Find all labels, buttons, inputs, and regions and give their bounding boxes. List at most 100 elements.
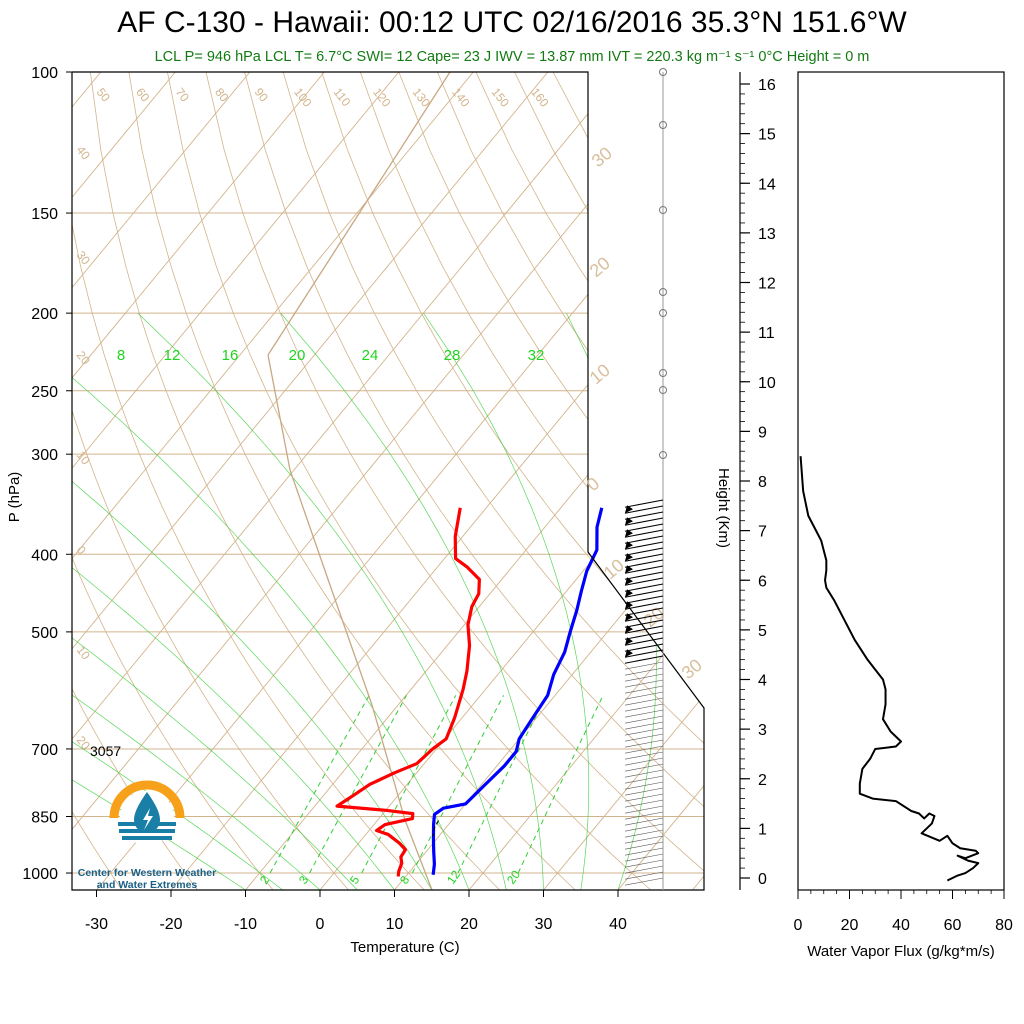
isotherm-line [72, 72, 623, 890]
height-tick-label: 2 [758, 772, 767, 789]
wind-barb [624, 859, 664, 868]
height-value-label: 3057 [90, 743, 121, 759]
wind-barb [624, 775, 664, 784]
calm-wind-circle [659, 369, 667, 377]
isotherm-line [72, 72, 325, 890]
moist-adiabat-line [72, 312, 395, 890]
wind-barb [624, 631, 664, 640]
wind-barb [624, 541, 664, 550]
wind-barb [624, 529, 664, 538]
mixing-ratio-top-label: 20 [289, 347, 306, 364]
wind-barb [624, 853, 664, 862]
temperature-tick-label: -20 [159, 916, 182, 933]
wind-barb [624, 763, 664, 772]
height-tick-label: 13 [758, 226, 776, 243]
wind-barb [624, 703, 664, 712]
moist-adiabat-line [280, 312, 544, 890]
wind-barb [624, 649, 664, 658]
mixing-ratio-top-label: 16 [222, 347, 239, 364]
wind-barb-flag [625, 529, 633, 538]
isotherm-line [72, 72, 698, 890]
pressure-tick-label: 400 [31, 547, 58, 564]
mixing-ratio-bottom-label: 20 [504, 867, 523, 886]
wind-barb [624, 847, 664, 856]
isotherm-line [96, 72, 704, 890]
wind-barb [624, 841, 664, 850]
mixing-ratio-line [361, 695, 457, 874]
wind-barb [624, 727, 664, 736]
parcel-upper-line [267, 72, 451, 356]
wind-barb [624, 751, 664, 760]
isotherm-left-label: 0 [74, 543, 89, 557]
pressure-tick-label: 1000 [22, 866, 58, 883]
wind-barb [624, 787, 664, 796]
temperature-tick-label: -30 [85, 916, 108, 933]
dry-adiabat-line [398, 72, 704, 890]
wind-barb [624, 601, 664, 610]
flux-tick-label: 0 [794, 917, 803, 934]
isotherm-top-label: 110 [331, 85, 354, 109]
moist-adiabat-line [72, 312, 470, 890]
calm-wind-circle [659, 121, 667, 129]
flux-y-axis-label: Height (Km) [715, 468, 732, 548]
height-tick-label: 12 [758, 276, 776, 293]
height-tick-label: 4 [758, 673, 767, 690]
height-tick-label: 0 [758, 871, 767, 888]
pressure-tick-label: 200 [31, 306, 58, 323]
moist-adiabat-line [72, 312, 283, 890]
isotherm-right-label: 10 [586, 360, 614, 388]
isotherm-line [72, 72, 400, 890]
temperature-tick-label: 10 [386, 916, 404, 933]
dry-adiabat-line [205, 72, 704, 890]
wind-barb [624, 691, 664, 700]
mixing-ratio-top-label: 32 [528, 347, 545, 364]
dry-adiabat-line [167, 72, 652, 890]
wind-barb [624, 739, 664, 748]
temperature-tick-label: 40 [609, 916, 627, 933]
wind-barb [624, 505, 664, 514]
dry-adiabat-line [72, 72, 349, 890]
temperature-tick-label: 0 [316, 916, 325, 933]
wind-barb [624, 709, 664, 718]
calm-wind-circle [659, 288, 667, 296]
wind-barb [624, 823, 664, 832]
temperature-tick-label: 30 [535, 916, 553, 933]
dry-adiabat-line [707, 72, 1024, 890]
dry-adiabat-line [629, 72, 704, 890]
wind-barb [624, 547, 664, 556]
moist-adiabat-line [423, 312, 590, 890]
wind-barb [624, 721, 664, 730]
isotherm-left-label: 10 [74, 643, 93, 662]
chart-title: AF C-130 - Hawaii: 00:12 UTC 02/16/2016 … [117, 6, 907, 39]
wind-barb [624, 517, 664, 526]
isotherm-line [72, 72, 549, 890]
height-tick-label: 8 [758, 474, 767, 491]
wind-barb [624, 673, 664, 682]
isotherm-top-label: 120 [370, 85, 394, 110]
wind-barb [624, 715, 664, 724]
wind-barb [624, 769, 664, 778]
wind-barb-flag [625, 541, 633, 550]
mixing-ratio-line [269, 695, 370, 874]
isotherm-left-label: 20 [74, 348, 93, 367]
height-tick-label: 1 [758, 821, 767, 838]
mixing-ratio-bottom-label: 12 [444, 867, 463, 886]
moist-adiabat-line [137, 312, 507, 890]
mixing-ratio-bottom-label: 3 [296, 873, 311, 887]
temperature-profile-line [335, 507, 481, 877]
dry-adiabat-line [89, 72, 500, 890]
wind-barb [624, 685, 664, 694]
isotherm-left-label: 40 [74, 143, 93, 162]
flux-panel-frame [797, 71, 1005, 891]
isotherm-top-label: 50 [94, 85, 113, 104]
isotherm-left-label: 30 [74, 248, 93, 267]
wind-barb [624, 667, 664, 676]
pressure-tick-label: 300 [31, 447, 58, 464]
wind-barb [624, 613, 664, 622]
flux-tick-label: 40 [892, 917, 910, 934]
wind-barb [624, 697, 664, 706]
wind-barb [624, 499, 664, 508]
height-tick-label: 14 [758, 176, 776, 193]
